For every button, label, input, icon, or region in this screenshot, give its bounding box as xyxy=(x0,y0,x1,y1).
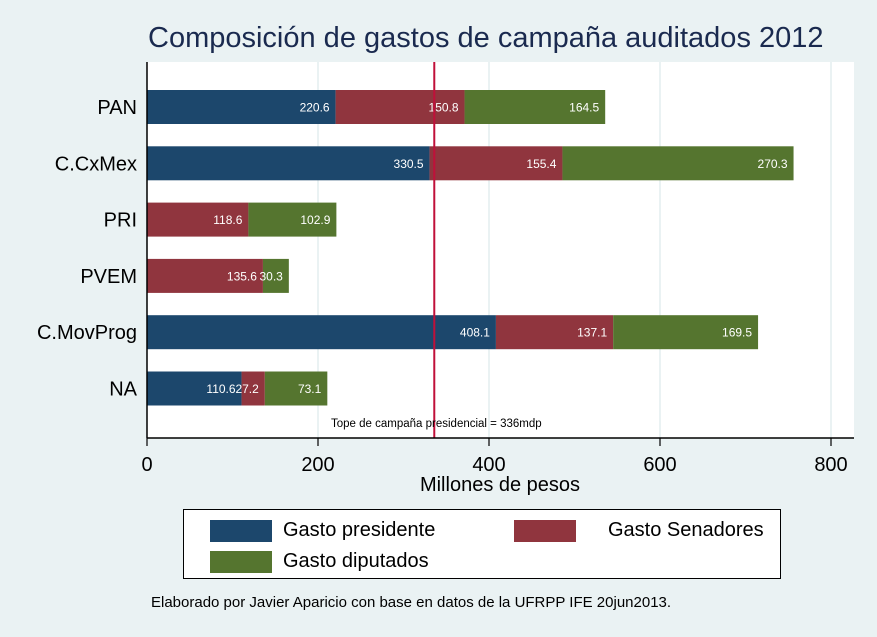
bar-na-series-0 xyxy=(147,371,242,406)
bar-c-cxmex-series-1 xyxy=(429,146,563,181)
reference-line-group: Tope de campaña presidencial = 336mdp xyxy=(331,62,542,438)
bars: 220.6 150.8 164.5 330.5 155.4 270.3 118.6 102.9… xyxy=(147,90,794,406)
legend-item-presidente: Gasto presidente xyxy=(210,519,435,542)
bar-pri-series-1 xyxy=(147,202,249,237)
axes xyxy=(146,62,854,446)
chart-caption: Elaborado por Javier Aparicio con base e… xyxy=(151,594,672,611)
bar-value-label: 164.5 xyxy=(569,101,599,115)
bar-value-label: 169.5 xyxy=(722,326,752,340)
bar-c-movprog-series-1 xyxy=(495,315,614,350)
y-tick-label: C.CxMex xyxy=(55,153,137,175)
y-tick-label: PRI xyxy=(104,210,137,232)
reference-line-label: Tope de campaña presidencial = 336mdp xyxy=(331,418,542,430)
y-tick-labels: PAN C.CxMex PRI PVEM C.MovProg NA xyxy=(37,97,138,401)
bar-value-label: 30.3 xyxy=(259,269,283,283)
bar-value-label: 27.2 xyxy=(235,382,259,396)
bar-value-label: 270.3 xyxy=(758,157,788,171)
bar-pvem-series-2 xyxy=(262,258,289,293)
bar-na-series-2 xyxy=(264,371,328,406)
bar-c-cxmex-series-2 xyxy=(562,146,794,181)
bar-pan-series-0 xyxy=(147,90,336,124)
bar-pri-series-2 xyxy=(248,202,337,237)
x-axis-label: Millones de pesos xyxy=(420,474,580,496)
bar-pan-series-1 xyxy=(335,90,465,124)
legend-item-diputados: Gasto diputados xyxy=(210,550,429,573)
chart-title: Composición de gastos de campaña auditad… xyxy=(148,22,824,54)
bar-value-label: 102.9 xyxy=(300,213,330,227)
legend: Gasto presidente Gasto Senadores Gasto d… xyxy=(183,509,781,579)
bar-value-label: 220.6 xyxy=(300,101,330,115)
bar-value-label: 110.6 xyxy=(206,382,235,396)
bar-pan-series-2 xyxy=(464,90,606,124)
bar-c-cxmex-series-0 xyxy=(147,146,430,181)
bar-value-label: 118.6 xyxy=(213,213,242,227)
y-tick-label: C.MovProg xyxy=(37,322,137,344)
legend-item-senadores: Gasto Senadores xyxy=(514,519,764,542)
bar-value-label: 408.1 xyxy=(460,326,490,340)
bar-value-label: 155.4 xyxy=(526,157,556,171)
bar-value-label: 135.6 xyxy=(227,269,257,283)
legend-swatch-diputados xyxy=(210,550,272,573)
bar-value-label: 150.8 xyxy=(429,101,459,115)
legend-swatch-presidente xyxy=(210,519,272,542)
bar-value-label: 73.1 xyxy=(298,382,322,396)
legend-label: Gasto Senadores xyxy=(608,519,764,541)
bar-c-movprog-series-0 xyxy=(147,315,496,350)
bar-na-series-1 xyxy=(241,371,265,406)
x-tick-label: 600 xyxy=(643,454,676,476)
x-tick-label: 800 xyxy=(814,454,847,476)
legend-label: Gasto presidente xyxy=(283,519,436,541)
y-tick-label: PAN xyxy=(97,97,137,119)
legend-label: Gasto diputados xyxy=(283,550,429,572)
legend-swatch-senadores xyxy=(514,519,576,542)
x-tick-label: 200 xyxy=(301,454,334,476)
x-tick-label: 0 xyxy=(141,454,152,476)
bar-c-movprog-series-2 xyxy=(613,315,759,350)
bar-pvem-series-1 xyxy=(147,258,263,293)
y-tick-label: NA xyxy=(109,379,137,401)
x-tick-label: 400 xyxy=(472,454,505,476)
bar-value-label: 330.5 xyxy=(394,157,424,171)
x-tick-labels: 0 200 400 600 800 xyxy=(141,454,847,476)
bar-value-label: 137.1 xyxy=(577,326,607,340)
y-tick-label: PVEM xyxy=(80,266,137,288)
